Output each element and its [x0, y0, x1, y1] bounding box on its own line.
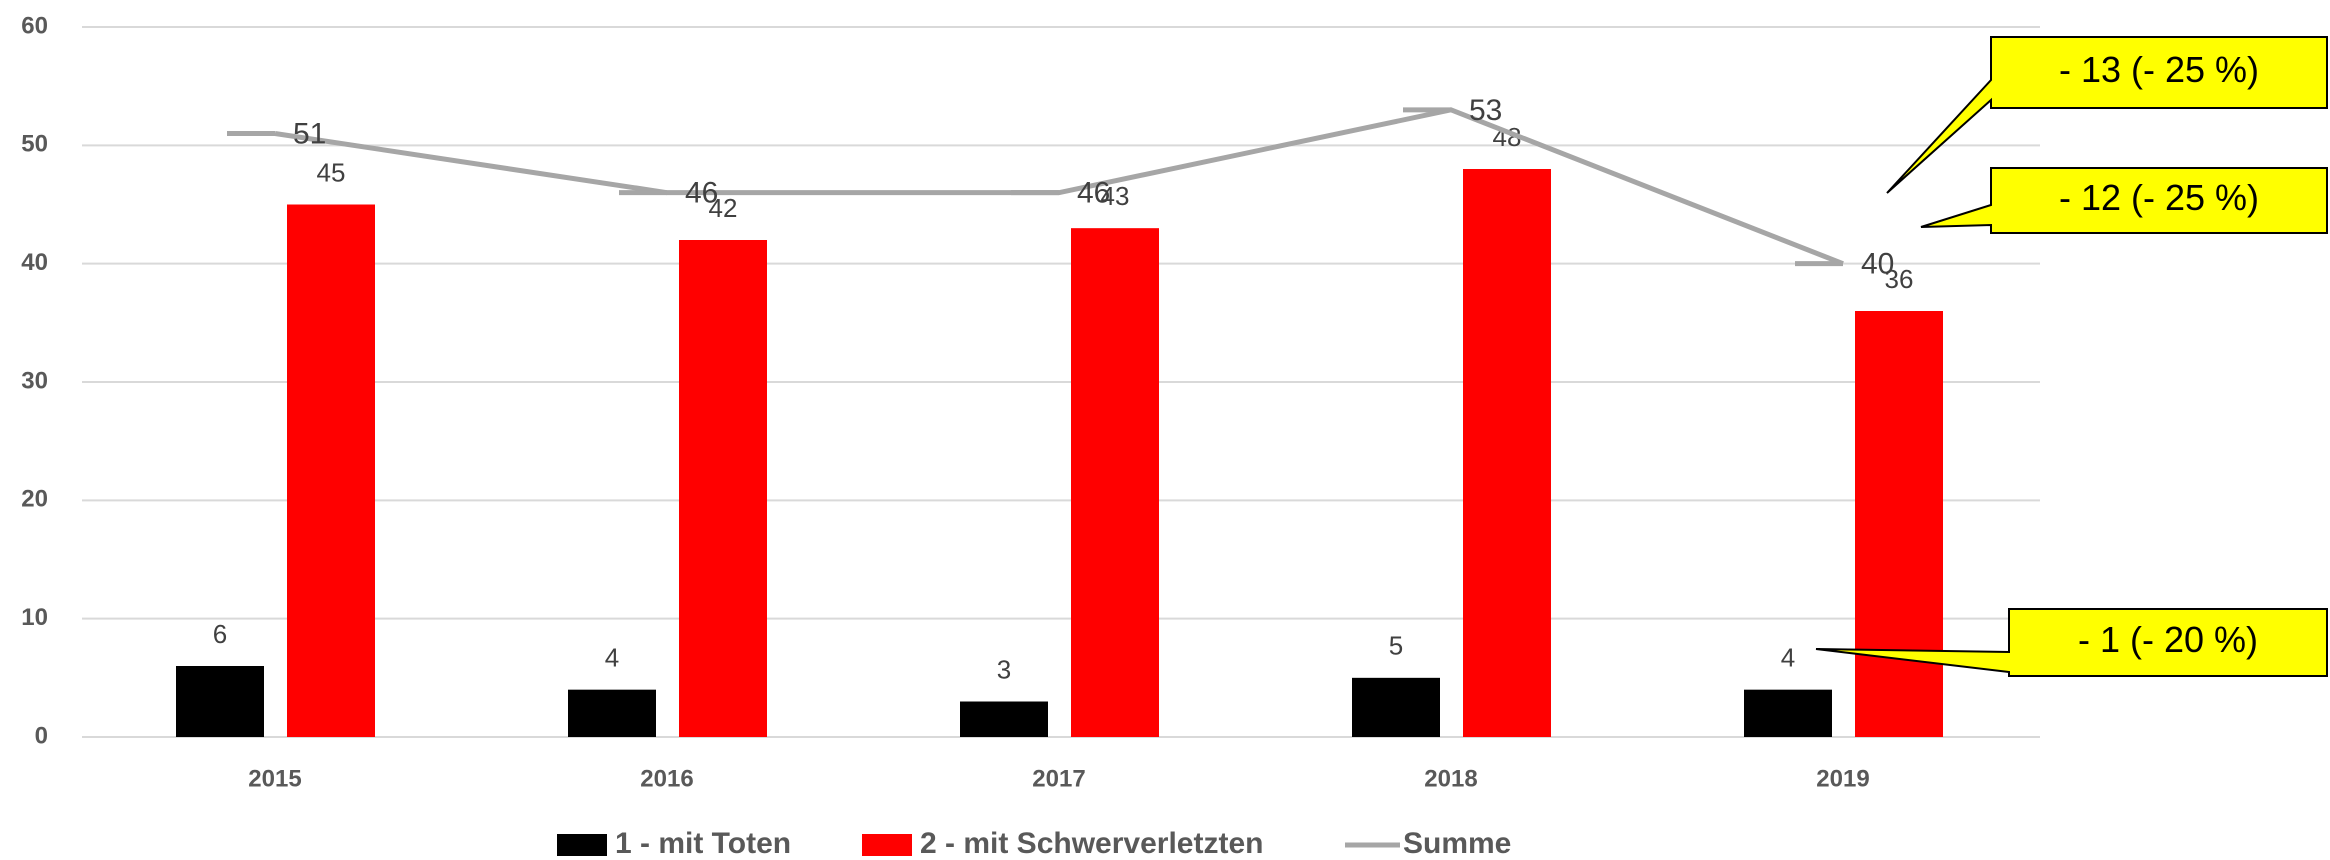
- x-tick-label: 2016: [640, 765, 693, 792]
- bar: [679, 240, 767, 737]
- bar: [1855, 311, 1943, 737]
- line: [274, 107, 1844, 266]
- bar: [1352, 677, 1440, 737]
- callout-box: [1920, 167, 2328, 234]
- bar: [1744, 689, 1832, 737]
- y-tick-label: 60: [21, 12, 48, 39]
- legend-label: 2 - mit Schwerverletzten: [920, 827, 1263, 860]
- annotation: - 13 (- 25 %): [2059, 49, 2259, 90]
- bar: [1463, 169, 1551, 737]
- data-label: 40: [1861, 248, 1894, 281]
- x-tick-label: 2019: [1816, 765, 1869, 792]
- y-tick-label: 30: [21, 367, 48, 394]
- bar: [176, 666, 264, 737]
- bar: [568, 689, 656, 737]
- callout-box: [1886, 36, 2328, 194]
- data-label: 43: [1101, 181, 1130, 211]
- y-tick-label: 20: [21, 486, 48, 513]
- x-tick-label: 2018: [1424, 765, 1477, 792]
- y-tick-label: 10: [21, 604, 48, 631]
- bar: [1071, 228, 1159, 737]
- y-tick-label: 40: [21, 249, 48, 276]
- data-label: 45: [317, 157, 346, 187]
- data-label: 5: [1389, 631, 1403, 661]
- legend-swatch: [862, 834, 912, 856]
- data-label: 46: [1077, 177, 1110, 210]
- y-tick-label: 50: [21, 131, 48, 158]
- legend-label: 1 - mit Toten: [615, 827, 791, 860]
- legend-swatch: [557, 834, 607, 856]
- data-label: 51: [293, 117, 326, 150]
- data-label: 6: [213, 619, 227, 649]
- x-tick-label: 2017: [1032, 765, 1085, 792]
- annotation: - 12 (- 25 %): [2059, 177, 2259, 218]
- y-tick-label: 0: [35, 722, 48, 749]
- bar: [960, 701, 1048, 737]
- data-label: 36: [1885, 264, 1914, 294]
- data-label: 42: [709, 193, 738, 223]
- callout-box: [1815, 608, 2328, 677]
- x-tick-label: 2015: [248, 765, 301, 792]
- data-label: 4: [605, 643, 619, 673]
- bar: [287, 204, 375, 737]
- data-label: 53: [1469, 94, 1502, 127]
- data-label: 46: [685, 177, 718, 210]
- legend-label: Summe: [1403, 827, 1511, 860]
- data-label: 4: [1781, 643, 1795, 673]
- data-label: 3: [997, 654, 1011, 684]
- annotation: - 1 (- 20 %): [2078, 619, 2258, 660]
